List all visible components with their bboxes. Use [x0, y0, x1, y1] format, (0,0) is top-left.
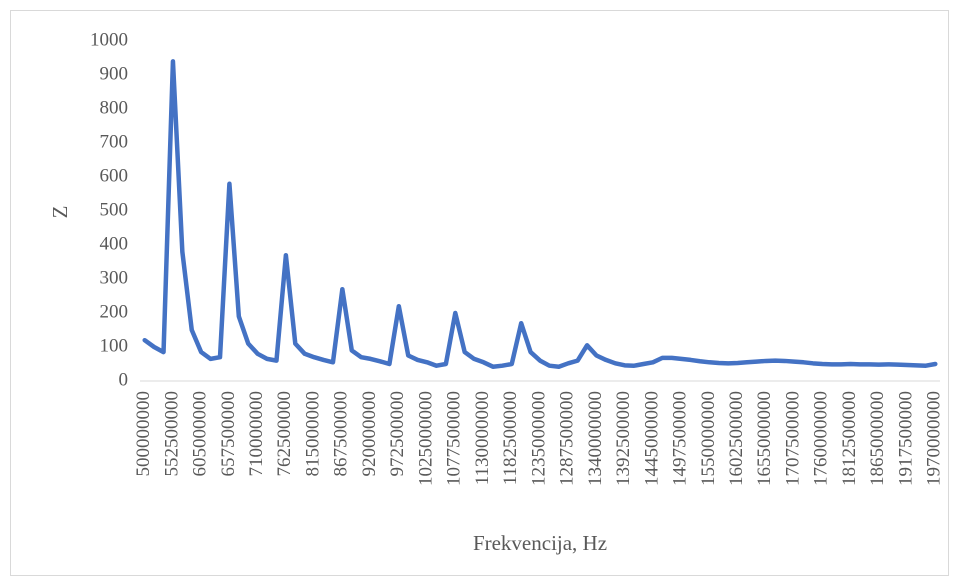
x-tick-label: 710000000: [246, 391, 267, 477]
x-tick-label: 815000000: [302, 391, 323, 477]
x-tick-label: 1497500000: [670, 391, 691, 486]
y-tick-label: 900: [100, 63, 129, 84]
x-tick-label: 1602500000: [726, 391, 747, 486]
x-tick-label: 657500000: [218, 391, 239, 477]
x-tick-label: 1445000000: [641, 391, 662, 486]
y-tick-label: 800: [100, 97, 129, 118]
x-tick-label: 605000000: [190, 391, 211, 477]
x-tick-label: 1392500000: [613, 391, 634, 486]
x-tick-label: 972500000: [387, 391, 408, 477]
data-line: [142, 59, 938, 369]
x-tick-label: 1287500000: [557, 391, 578, 486]
x-tick-label: 500000000: [133, 391, 154, 477]
x-tick-label: 1970000000: [924, 391, 945, 486]
y-tick-label: 0: [119, 369, 129, 390]
x-tick-label: 552500000: [161, 391, 182, 477]
x-tick-label: 1077500000: [444, 391, 465, 486]
y-axis-title: Z: [48, 206, 72, 219]
y-tick-label: 500: [100, 199, 129, 220]
x-tick-label: 1917500000: [895, 391, 916, 486]
y-tick-label: 700: [100, 131, 129, 152]
y-tick-label: 400: [100, 233, 129, 254]
y-tick-label: 300: [100, 267, 129, 288]
x-tick-label: 1550000000: [698, 391, 719, 486]
x-axis-title: Frekvencija, Hz: [473, 531, 607, 555]
x-tick-label: 1182500000: [500, 391, 521, 485]
x-tick-label: 1340000000: [585, 391, 606, 486]
x-tick-label: 867500000: [331, 391, 352, 477]
x-tick-label: 762500000: [274, 391, 295, 477]
x-tick-label: 920000000: [359, 391, 380, 477]
x-tick-label: 1707500000: [782, 391, 803, 486]
y-tick-label: 100: [100, 335, 129, 356]
y-tick-label: 600: [100, 165, 129, 186]
y-tick-label: 200: [100, 301, 129, 322]
x-tick-label: 1655000000: [754, 391, 775, 486]
chart-border: [10, 10, 949, 576]
x-tick-label: 1812500000: [839, 391, 860, 486]
x-tick-label: 1760000000: [811, 391, 832, 486]
x-tick-label: 1865000000: [867, 391, 888, 486]
x-tick-label: 1025000000: [415, 391, 436, 486]
x-tick-label: 1235000000: [528, 391, 549, 486]
y-tick-label: 1000: [90, 29, 128, 50]
x-tick-label: 1130000000: [472, 391, 493, 485]
